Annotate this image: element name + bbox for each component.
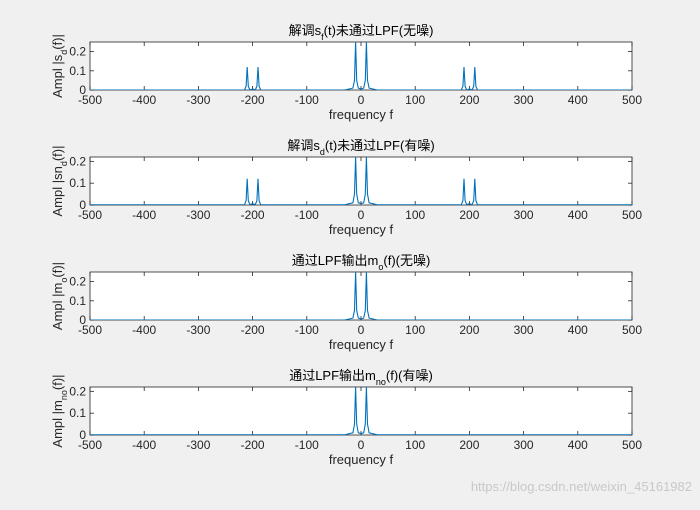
x-tick-label: 500 <box>622 323 642 337</box>
y-tick-label: 0 <box>79 83 86 97</box>
x-tick-label: -500 <box>78 93 102 107</box>
x-axis-label: frequency f <box>329 222 394 237</box>
y-tick-label: 0.1 <box>69 64 86 78</box>
subplot-2: 解调sd(t)未通过LPF(有噪) -500 -400 -300 -200 -100 0 10… <box>50 138 642 237</box>
x-tick-label: -400 <box>132 438 156 452</box>
x-tick-label: 500 <box>622 438 642 452</box>
x-tick-label: -400 <box>132 93 156 107</box>
plot-area <box>89 41 633 91</box>
x-tick-label: -200 <box>241 93 265 107</box>
plot-area <box>89 156 633 206</box>
series-line-1 <box>90 387 632 435</box>
x-tick-label: 200 <box>459 93 479 107</box>
x-tick-label: -500 <box>78 323 102 337</box>
x-tick-label: -300 <box>186 323 210 337</box>
y-axis-label: Ampl |sd(f)| <box>50 34 69 98</box>
y-axis-label: Ampl |mo(f)| <box>50 262 69 330</box>
y-tick-label: 0 <box>79 428 86 442</box>
y-tick-label: 0 <box>79 313 86 327</box>
x-tick-label: -500 <box>78 438 102 452</box>
series-line-1 <box>90 272 632 320</box>
chart-title: 解调sf(t)未通过LPF(无噪) <box>289 23 434 42</box>
x-tick-label: 300 <box>514 208 534 222</box>
subplot-3: 通过LPF输出mo(f)(无噪) -500 -400 -300 -200 -100 0 100… <box>50 253 642 352</box>
x-tick-label: -300 <box>186 93 210 107</box>
chart-title: 通过LPF输出mno(f)(有噪) <box>289 368 433 387</box>
x-tick-label: -100 <box>295 323 319 337</box>
plot-area <box>89 271 633 321</box>
y-axis-label: Ampl |snd(f)| <box>50 145 69 216</box>
x-tick-label: 100 <box>405 323 425 337</box>
x-tick-label: 200 <box>459 208 479 222</box>
chart-title: 解调sd(t)未通过LPF(有噪) <box>287 138 434 157</box>
x-tick-label: 400 <box>568 208 588 222</box>
x-tick-label: 0 <box>358 323 365 337</box>
y-axis-label: Ampl |mno(f)| <box>50 374 69 447</box>
x-axis-label: frequency f <box>329 452 394 467</box>
y-tick-label: 0.2 <box>69 45 86 59</box>
x-tick-label: -200 <box>241 438 265 452</box>
x-tick-label: 300 <box>514 323 534 337</box>
x-tick-label: -100 <box>295 93 319 107</box>
plot-area <box>89 386 633 436</box>
x-tick-label: -200 <box>241 323 265 337</box>
x-tick-label: 100 <box>405 93 425 107</box>
watermark-text: https://blog.csdn.net/weixin_45161982 <box>470 479 692 494</box>
x-tick-label: 200 <box>459 323 479 337</box>
x-tick-label: 500 <box>622 93 642 107</box>
x-tick-label: 200 <box>459 438 479 452</box>
x-tick-label: 100 <box>405 208 425 222</box>
subplot-1: 解调sf(t)未通过LPF(无噪) -500 -400 -300 -200 -100 0 10… <box>50 23 642 122</box>
x-tick-label: 0 <box>358 438 365 452</box>
x-tick-label: 0 <box>358 208 365 222</box>
x-tick-label: 0 <box>358 93 365 107</box>
chart-title: 通过LPF输出mo(f)(无噪) <box>292 253 431 272</box>
y-tick-label: 0.2 <box>69 154 86 168</box>
x-tick-label: -100 <box>295 438 319 452</box>
x-tick-label: 400 <box>568 438 588 452</box>
x-tick-label: 300 <box>514 438 534 452</box>
x-tick-label: -300 <box>186 438 210 452</box>
x-tick-label: 400 <box>568 323 588 337</box>
x-axis-label: frequency f <box>329 107 394 122</box>
x-tick-label: 100 <box>405 438 425 452</box>
x-tick-label: 500 <box>622 208 642 222</box>
x-tick-label: -200 <box>241 208 265 222</box>
x-axis-label: frequency f <box>329 337 394 352</box>
x-tick-label: -500 <box>78 208 102 222</box>
subplot-4: 通过LPF输出mno(f)(有噪) -500 -400 -300 -200 -100 0 10… <box>50 368 642 467</box>
y-tick-label: 0.1 <box>69 294 86 308</box>
x-tick-label: -100 <box>295 208 319 222</box>
x-tick-label: 300 <box>514 93 534 107</box>
series-line-1 <box>90 157 632 205</box>
x-tick-label: -300 <box>186 208 210 222</box>
y-tick-label: 0 <box>79 198 86 212</box>
x-tick-label: 400 <box>568 93 588 107</box>
y-tick-label: 0.2 <box>69 275 86 289</box>
y-tick-label: 0.2 <box>69 384 86 398</box>
y-tick-label: 0.1 <box>69 176 86 190</box>
x-tick-label: -400 <box>132 323 156 337</box>
series-line-1 <box>90 42 632 90</box>
y-tick-label: 0.1 <box>69 406 86 420</box>
x-tick-label: -400 <box>132 208 156 222</box>
